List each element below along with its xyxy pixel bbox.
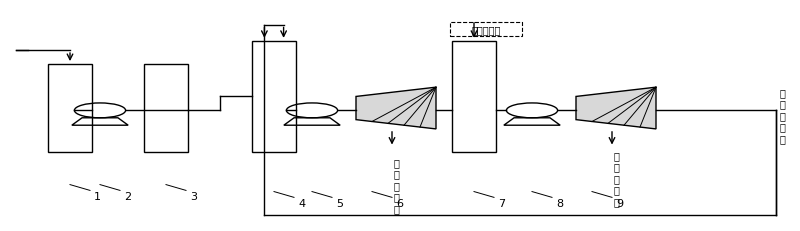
Polygon shape <box>576 88 656 129</box>
Bar <box>452 42 496 152</box>
Text: 二
级
透
过
液: 二 级 透 过 液 <box>613 150 619 206</box>
Text: 9: 9 <box>616 198 623 208</box>
Text: 一
级
浓
缩
液: 一 级 浓 缩 液 <box>393 157 399 213</box>
Bar <box>144 65 188 152</box>
Text: 3: 3 <box>190 191 197 201</box>
Bar <box>48 65 92 152</box>
Text: 一级透过液: 一级透过液 <box>471 25 501 35</box>
Text: 二
级
浓
缩
液: 二 级 浓 缩 液 <box>780 87 786 144</box>
Bar <box>252 42 296 152</box>
Text: 4: 4 <box>298 198 305 208</box>
Text: 2: 2 <box>124 191 131 201</box>
Text: 6: 6 <box>396 198 403 208</box>
Text: 8: 8 <box>556 198 563 208</box>
Text: 5: 5 <box>336 198 343 208</box>
Text: 1: 1 <box>94 191 101 201</box>
FancyBboxPatch shape <box>450 23 522 37</box>
Text: 7: 7 <box>498 198 505 208</box>
Polygon shape <box>356 88 436 129</box>
